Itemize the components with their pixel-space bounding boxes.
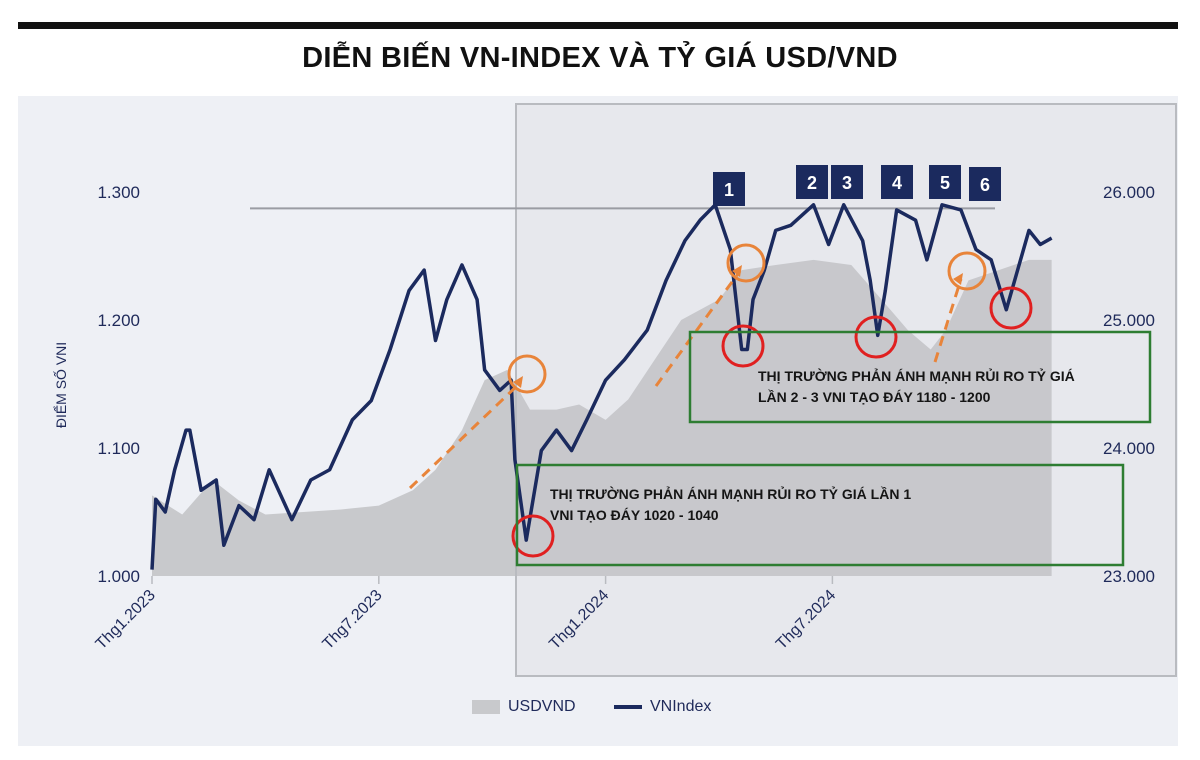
fx-circle (507, 354, 547, 394)
y-tick-label: 1.200 (97, 311, 140, 330)
usdvnd-area (152, 259, 1052, 576)
fx-circle (947, 251, 987, 291)
legend-vnindex-label: VNIndex (650, 698, 712, 715)
x-tick-label: Thg7.2023 (320, 587, 386, 653)
fx-circle (726, 243, 766, 283)
peak-badge (831, 165, 863, 199)
peak-badge (929, 165, 961, 199)
peak-badge (969, 167, 1001, 201)
dashed-arrow (408, 380, 523, 490)
annotation-1-line-2: VNI TẠO ĐÁY 1020 - 1040 (550, 507, 719, 523)
annotation-box-2 (688, 330, 1152, 424)
annotation-1-line-1: THỊ TRƯỜNG PHẢN ÁNH MẠNH RỦI RO TỶ GIÁ L… (550, 486, 912, 502)
annotation-box-1 (515, 463, 1125, 567)
peak-badge-label: 6 (980, 175, 990, 195)
arrow-head-icon (732, 265, 742, 277)
legend-vnindex-swatch (614, 705, 642, 709)
peak-badge-label: 5 (940, 173, 950, 193)
annotation-2: THỊ TRƯỜNG PHẢN ÁNH MẠNH RỦI RO TỶ GIÁ L… (758, 366, 1075, 408)
legend-vnindex: VNIndex (614, 698, 711, 716)
peak-badge (796, 165, 828, 199)
legend-usdvnd: USDVND (472, 698, 576, 716)
y-tick-label: 1.000 (97, 567, 140, 586)
bottom-circle (989, 286, 1033, 330)
peak-badge-label: 3 (842, 173, 852, 193)
annotation-1: THỊ TRƯỜNG PHẢN ÁNH MẠNH RỦI RO TỶ GIÁ L… (550, 484, 911, 526)
legend-usdvnd-label: USDVND (508, 698, 576, 715)
y-tick-label: 1.300 (97, 183, 140, 202)
y-tick-label: 1.100 (97, 439, 140, 458)
arrow-head-icon (513, 376, 523, 388)
y2-tick-label: 24.000 (1103, 439, 1155, 458)
y-axis-title: ĐIỂM SỐ VNI (52, 342, 69, 428)
y2-tick-label: 26.000 (1103, 183, 1155, 202)
y2-tick-label: 23.000 (1103, 567, 1155, 586)
top-rule (18, 22, 1178, 29)
annotation-2-line-2: LẦN 2 - 3 VNI TẠO ĐÁY 1180 - 1200 (758, 389, 991, 405)
bottom-circle (854, 315, 898, 359)
bottom-circle (721, 324, 765, 368)
chart-title: DIỄN BIẾN VN-INDEX VÀ TỶ GIÁ USD/VND (302, 42, 898, 74)
peak-badge (713, 172, 745, 206)
dashed-arrow (654, 270, 742, 387)
bottom-circle (511, 514, 555, 558)
legend-usdvnd-swatch (472, 700, 500, 714)
vnindex-line (150, 203, 1053, 570)
dashed-arrow (933, 278, 963, 363)
peak-badge-label: 2 (807, 173, 817, 193)
annotation-2-line-1: THỊ TRƯỜNG PHẢN ÁNH MẠNH RỦI RO TỶ GIÁ (758, 368, 1075, 384)
highlight-frame (515, 103, 1177, 677)
peak-badge-label: 1 (724, 180, 734, 200)
arrow-head-icon (953, 273, 963, 285)
peak-badge-label: 4 (892, 173, 902, 193)
y2-tick-label: 25.000 (1103, 311, 1155, 330)
x-tick-label: Thg1.2023 (93, 587, 159, 653)
peak-badge (881, 165, 913, 199)
